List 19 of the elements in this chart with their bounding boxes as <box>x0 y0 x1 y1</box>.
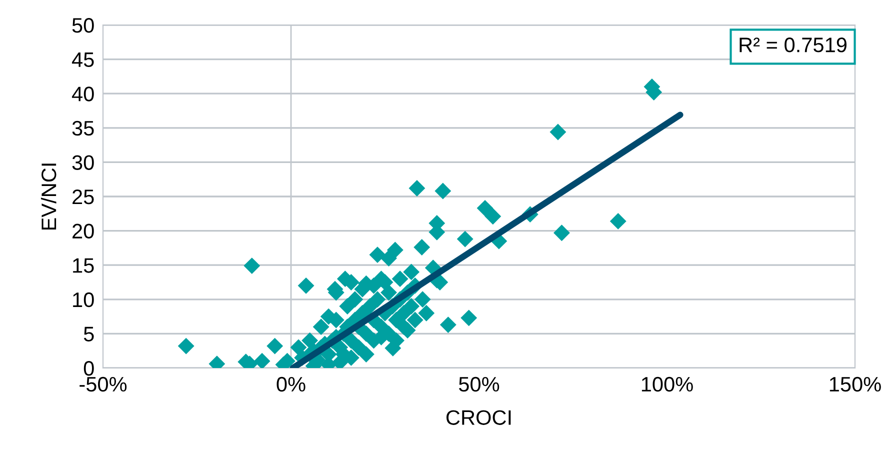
annotation: R² = 0.7519 <box>740 38 846 52</box>
y-tick-label: 15 <box>73 258 94 273</box>
y-tick-label: 45 <box>72 52 94 68</box>
y-tick-label: 25 <box>72 190 94 204</box>
y-tick-label: 50 <box>72 18 94 33</box>
y-tick-label: 5 <box>84 326 94 342</box>
x-axis-title: CROCI <box>446 410 511 425</box>
x-tick-label: -50% <box>80 376 127 392</box>
y-tick-label: 20 <box>72 224 94 239</box>
y-tick-label: 30 <box>72 155 94 170</box>
y-tick-label: 10 <box>73 292 94 308</box>
y-tick-label: 0 <box>84 361 94 376</box>
y-axis-title: EV/NCI <box>40 164 56 230</box>
x-tick-label: 50% <box>458 376 500 392</box>
y-tick-label: 35 <box>72 120 94 136</box>
x-tick-label: 150% <box>830 376 881 392</box>
x-tick-label: 0% <box>276 376 306 392</box>
x-tick-label: 100% <box>642 376 693 392</box>
y-tick-label: 40 <box>72 86 94 102</box>
